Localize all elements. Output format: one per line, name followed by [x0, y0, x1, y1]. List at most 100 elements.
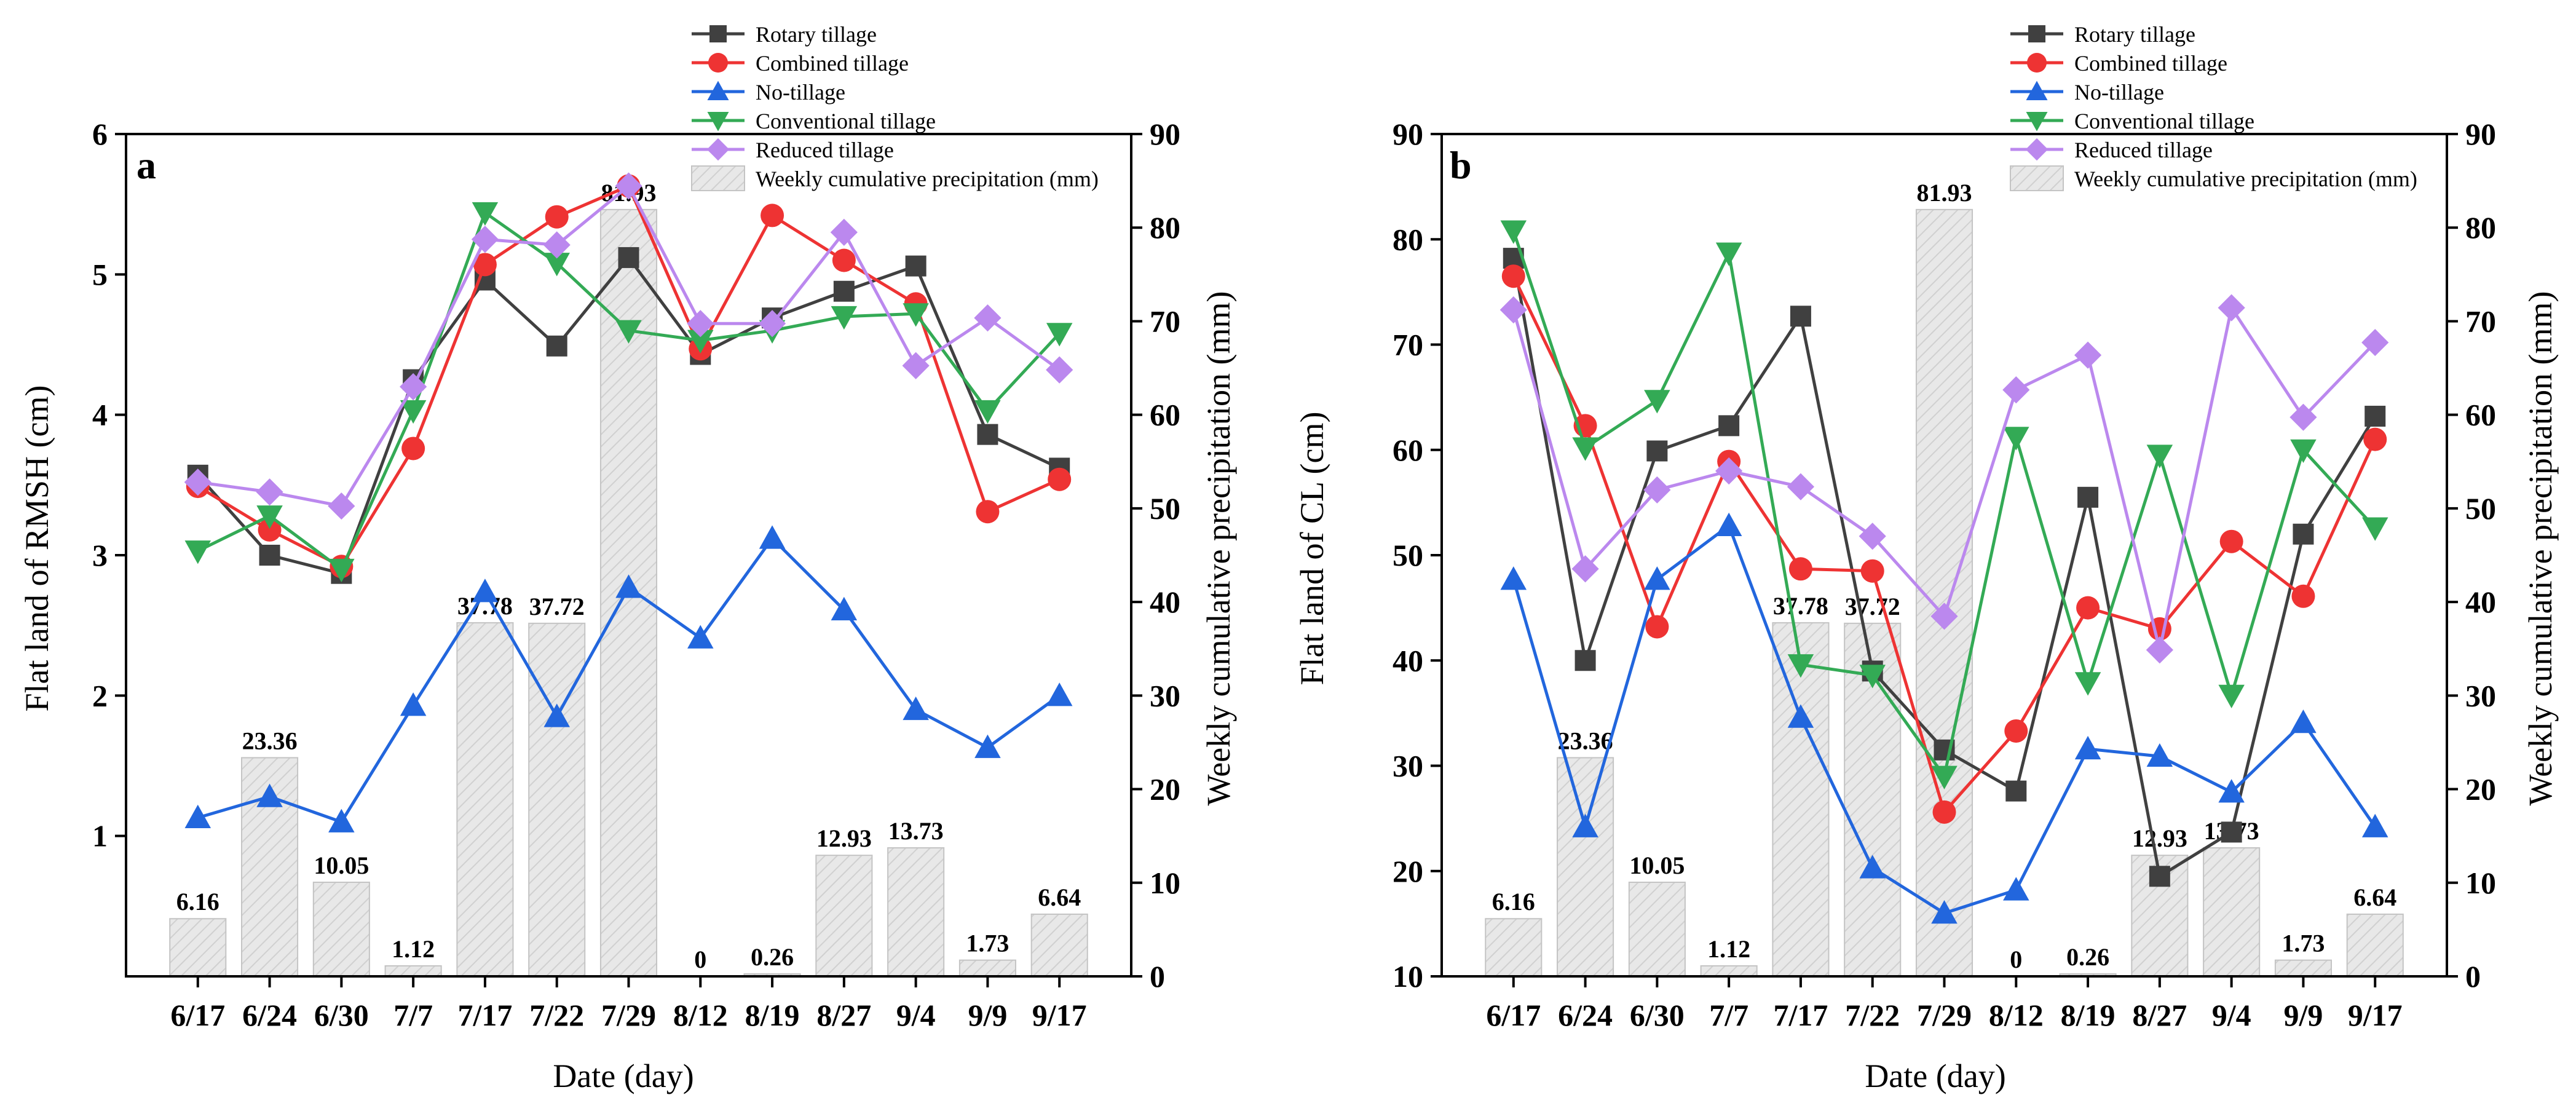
- y-tick-label: 10: [1393, 959, 1423, 994]
- point-notill: [2003, 877, 2029, 901]
- point-notill: [1859, 855, 1886, 879]
- precip-bar-8-27: [815, 855, 873, 977]
- y2-tick-label: 10: [1150, 866, 1180, 900]
- x-tick-label: 6/30: [314, 998, 369, 1032]
- x-tick-label: 9/4: [2212, 998, 2251, 1032]
- precip-label: 37.72: [1845, 593, 1900, 620]
- precip-bar-9-9: [958, 959, 1016, 977]
- legend-label-conventional: Conventional tillage: [2074, 109, 2254, 133]
- point-rotary: [2365, 405, 2386, 427]
- y2-tick-label: 70: [2465, 304, 2496, 338]
- legend-b: Rotary tillage Combined tillage No-tillage…: [2010, 22, 2417, 191]
- point-notill: [1715, 512, 1742, 537]
- x-axis-label-b: Date (day): [1865, 1057, 2005, 1094]
- point-combined: [1860, 559, 1884, 583]
- y-axis-label-a: Flat land of RMSH (cm): [18, 385, 55, 712]
- precip-bar-6-24: [1557, 757, 1614, 978]
- y2-tick-label: 90: [1150, 117, 1180, 151]
- legend-label-combined: Combined tillage: [756, 51, 909, 76]
- point-combined: [1788, 557, 1812, 581]
- point-notill: [472, 579, 499, 603]
- precip-label: 6.16: [176, 888, 219, 915]
- point-conventional: [400, 400, 427, 424]
- legend-swatch-precipitation: [2010, 165, 2064, 191]
- y-tick-label: 40: [1393, 643, 1423, 678]
- point-combined: [832, 248, 856, 272]
- point-reduced: [2218, 294, 2245, 322]
- point-conventional: [1931, 765, 1958, 789]
- x-tick-label: 7/29: [1917, 998, 1972, 1032]
- point-reduced: [256, 478, 283, 506]
- precipitation-bars-b: [1485, 208, 2404, 978]
- precip-label: 12.93: [2132, 824, 2187, 852]
- precip-bar-9-17: [1030, 913, 1088, 977]
- x-tick-label: 9/4: [896, 998, 936, 1032]
- point-reduced: [2361, 328, 2389, 357]
- precip-bar-6-30: [312, 882, 370, 978]
- point-conventional: [903, 303, 929, 327]
- chart-panel-a: 6.1623.3610.051.1237.7837.7281.9300.2612…: [18, 22, 1237, 1094]
- precip-label: 6.64: [1038, 884, 1081, 911]
- point-conventional: [687, 330, 714, 354]
- point-notill: [328, 808, 355, 832]
- x-tick-label: 6/24: [242, 998, 297, 1032]
- y2-tick-label: 40: [2465, 585, 2496, 619]
- point-conventional: [1644, 390, 1670, 414]
- x-axis-ticks-a: 6/17 6/24 6/30 7/7 7/17 7/22 7/29 8/12 8/19 8/27 9…: [170, 976, 1087, 1032]
- y-axis-ticks-b: 10 20 30 40 50 60 70 80 90: [1393, 117, 1442, 994]
- legend-label-conventional: Conventional tillage: [756, 109, 936, 133]
- point-notill: [400, 692, 427, 716]
- point-rotary: [1646, 440, 1668, 462]
- x-tick-label: 7/7: [1709, 998, 1748, 1032]
- point-reduced: [2290, 403, 2317, 431]
- y-tick-label: 70: [1393, 328, 1423, 362]
- point-notill: [1644, 566, 1670, 590]
- point-combined: [401, 437, 425, 461]
- precipitation-labels-a: 6.1623.3610.051.1237.7837.7281.9300.2612…: [176, 179, 1081, 973]
- y2-tick-label: 0: [2465, 959, 2481, 994]
- legend-marker-conventional: [707, 112, 729, 132]
- y2-tick-label: 60: [2465, 398, 2496, 432]
- point-combined: [473, 253, 497, 277]
- point-combined: [2004, 719, 2028, 743]
- point-reduced: [543, 231, 571, 259]
- x-tick-label: 8/19: [745, 998, 800, 1032]
- precip-bar-6-30: [1628, 882, 1686, 978]
- y-tick-label: 20: [1393, 854, 1423, 888]
- precip-bar-7-29: [1915, 208, 1973, 977]
- y-tick-label: 30: [1393, 749, 1423, 783]
- y-tick-label: 6: [92, 117, 108, 151]
- point-conventional: [184, 540, 211, 564]
- x-tick-label: 9/9: [968, 998, 1007, 1032]
- y2-tick-label: 50: [1150, 491, 1180, 526]
- precip-bar-6-17: [169, 918, 227, 977]
- precip-bar-9-17: [2346, 913, 2404, 977]
- y2-axis-label-a: Weekly cumulative precipitation (mm): [1200, 291, 1237, 806]
- point-notill: [2146, 743, 2173, 767]
- precip-label: 0: [2010, 946, 2022, 973]
- point-combined: [761, 204, 784, 227]
- y2-tick-label: 40: [1150, 585, 1180, 619]
- legend-a: Rotary tillage Combined tillage No-tillage…: [691, 22, 1099, 191]
- point-reduced: [1643, 476, 1671, 504]
- point-notill: [759, 525, 786, 549]
- point-reduced: [2002, 376, 2030, 404]
- point-reduced: [687, 310, 714, 338]
- point-conventional: [1500, 220, 1527, 244]
- point-reduced: [974, 304, 1002, 332]
- x-tick-label: 6/17: [170, 998, 225, 1032]
- point-combined: [545, 205, 569, 229]
- point-reduced: [1715, 457, 1743, 485]
- point-combined: [1048, 467, 1072, 491]
- point-conventional: [1787, 654, 1814, 678]
- y2-tick-label: 30: [1150, 678, 1180, 713]
- legend-marker-conventional: [2026, 112, 2048, 132]
- chart-panel-b: 6.16 23.36 10.05 1.12 37.78 37.72 81.93 0 0.26 12…: [1294, 22, 2559, 1094]
- point-notill: [1787, 704, 1814, 728]
- x-tick-label: 7/22: [529, 998, 584, 1032]
- point-rotary: [2293, 523, 2314, 545]
- x-tick-label: 8/12: [1989, 998, 2044, 1032]
- y-tick-label: 50: [1393, 538, 1423, 572]
- point-combined: [2076, 596, 2100, 620]
- y2-axis-label-b: Weekly cumulative precipitation (mm): [2522, 291, 2559, 806]
